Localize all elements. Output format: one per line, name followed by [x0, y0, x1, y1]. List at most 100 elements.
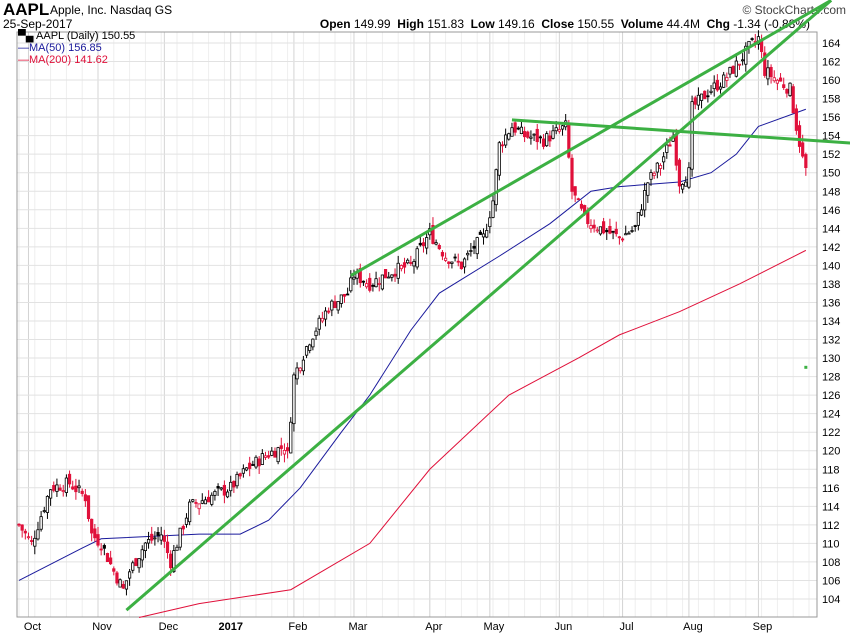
- x-tick-label: Dec: [159, 621, 179, 633]
- candle-body: [804, 154, 808, 169]
- candle-body: [188, 501, 192, 523]
- trendline: [350, 0, 832, 277]
- quote-summary: Open 149.99 High 151.83 Low 149.16 Close…: [320, 17, 810, 31]
- candle-body: [124, 580, 129, 590]
- candle-body: [741, 59, 745, 62]
- candle-body: [466, 252, 470, 256]
- candle-body: [513, 122, 517, 133]
- high-value: 151.83: [427, 17, 464, 31]
- candle-body: [703, 90, 707, 100]
- candle-body: [203, 499, 208, 505]
- candle-body: [289, 421, 293, 454]
- candle-body: [102, 545, 106, 549]
- candle-body: [602, 221, 606, 234]
- candle-body: [279, 445, 283, 449]
- legend-ma200: —MA(200) 141.62: [18, 54, 108, 66]
- candle-body: [146, 539, 151, 544]
- candle-body: [557, 129, 561, 132]
- candle-body: [797, 125, 802, 147]
- candle-body: [333, 301, 337, 309]
- candle-body: [519, 126, 524, 135]
- y-tick-label: 164: [822, 38, 840, 50]
- y-tick-label: 116: [822, 483, 840, 495]
- candle-body: [402, 262, 407, 268]
- candle-body: [308, 344, 312, 351]
- open-label: Open: [319, 17, 351, 31]
- candle-body: [298, 367, 302, 372]
- candle-body: [778, 77, 783, 82]
- y-tick-label: 150: [822, 168, 840, 180]
- trendline: [511, 118, 850, 145]
- candle-body: [251, 464, 255, 466]
- y-tick-label: 120: [822, 446, 840, 458]
- candle-body: [763, 52, 767, 76]
- candle-body: [788, 82, 792, 97]
- candle-body: [630, 230, 634, 232]
- candle-body: [481, 233, 486, 238]
- candle-body: [90, 518, 94, 534]
- candle-body: [418, 242, 422, 246]
- x-tick-label: Aug: [683, 621, 703, 633]
- x-tick-label: Apr: [425, 621, 442, 633]
- y-tick-label: 140: [822, 260, 840, 272]
- candle-body: [342, 293, 347, 297]
- candle-body: [295, 367, 299, 380]
- legend-ma50-label: MA(50) 156.85: [29, 42, 102, 54]
- y-tick-label: 144: [822, 223, 840, 235]
- candle-body: [33, 537, 37, 547]
- candle-body: [20, 524, 24, 531]
- y-tick-label: 142: [822, 242, 840, 254]
- candle-body: [643, 190, 647, 211]
- candle-body: [45, 496, 50, 513]
- y-tick-label: 132: [822, 335, 840, 347]
- candle-body: [598, 226, 603, 235]
- candle-body: [652, 172, 656, 176]
- candle-body: [115, 572, 119, 584]
- candle-body: [134, 558, 138, 566]
- candle-body: [396, 262, 400, 279]
- candle-body: [551, 130, 555, 139]
- candle-body: [83, 494, 87, 502]
- candle-body: [636, 212, 640, 226]
- candle-body: [330, 300, 334, 311]
- candle-body: [323, 310, 328, 320]
- ma50-line: [18, 108, 807, 581]
- candle-body: [292, 374, 296, 425]
- y-tick-label: 126: [822, 390, 840, 402]
- candle-body: [77, 485, 81, 489]
- open-value: 149.99: [353, 17, 391, 31]
- candle-body: [273, 450, 277, 458]
- y-tick-label: 154: [822, 131, 840, 143]
- candle-body: [311, 338, 315, 348]
- candle-body: [67, 473, 72, 485]
- candle-body: [165, 541, 170, 554]
- candle-body: [769, 66, 773, 78]
- candle-body: [507, 133, 511, 140]
- candle-body: [434, 242, 438, 245]
- candle-body: [658, 165, 663, 169]
- candle-body: [301, 359, 306, 372]
- candle-body: [801, 142, 805, 157]
- candle-body: [646, 182, 650, 196]
- candle-body: [611, 230, 615, 233]
- candle-body: [620, 238, 625, 241]
- candle-body: [216, 486, 220, 489]
- candle-body: [614, 228, 618, 235]
- candle-body: [184, 517, 189, 525]
- candle-body: [532, 133, 536, 136]
- candle-body: [696, 94, 701, 106]
- candle-body: [443, 257, 448, 261]
- candle-body: [794, 108, 798, 131]
- close-label: Close: [541, 17, 575, 31]
- x-tick-label: 2017: [218, 621, 242, 633]
- candle-body: [257, 458, 261, 467]
- candle-body: [633, 225, 637, 227]
- candle-body: [194, 502, 198, 504]
- candle-body: [750, 38, 754, 40]
- candle-body: [317, 317, 321, 330]
- candle-body: [380, 274, 385, 290]
- candle-body: [760, 40, 764, 52]
- y-tick-label: 112: [822, 520, 840, 532]
- x-tick-label: Mar: [348, 621, 367, 633]
- candle-body: [222, 484, 226, 496]
